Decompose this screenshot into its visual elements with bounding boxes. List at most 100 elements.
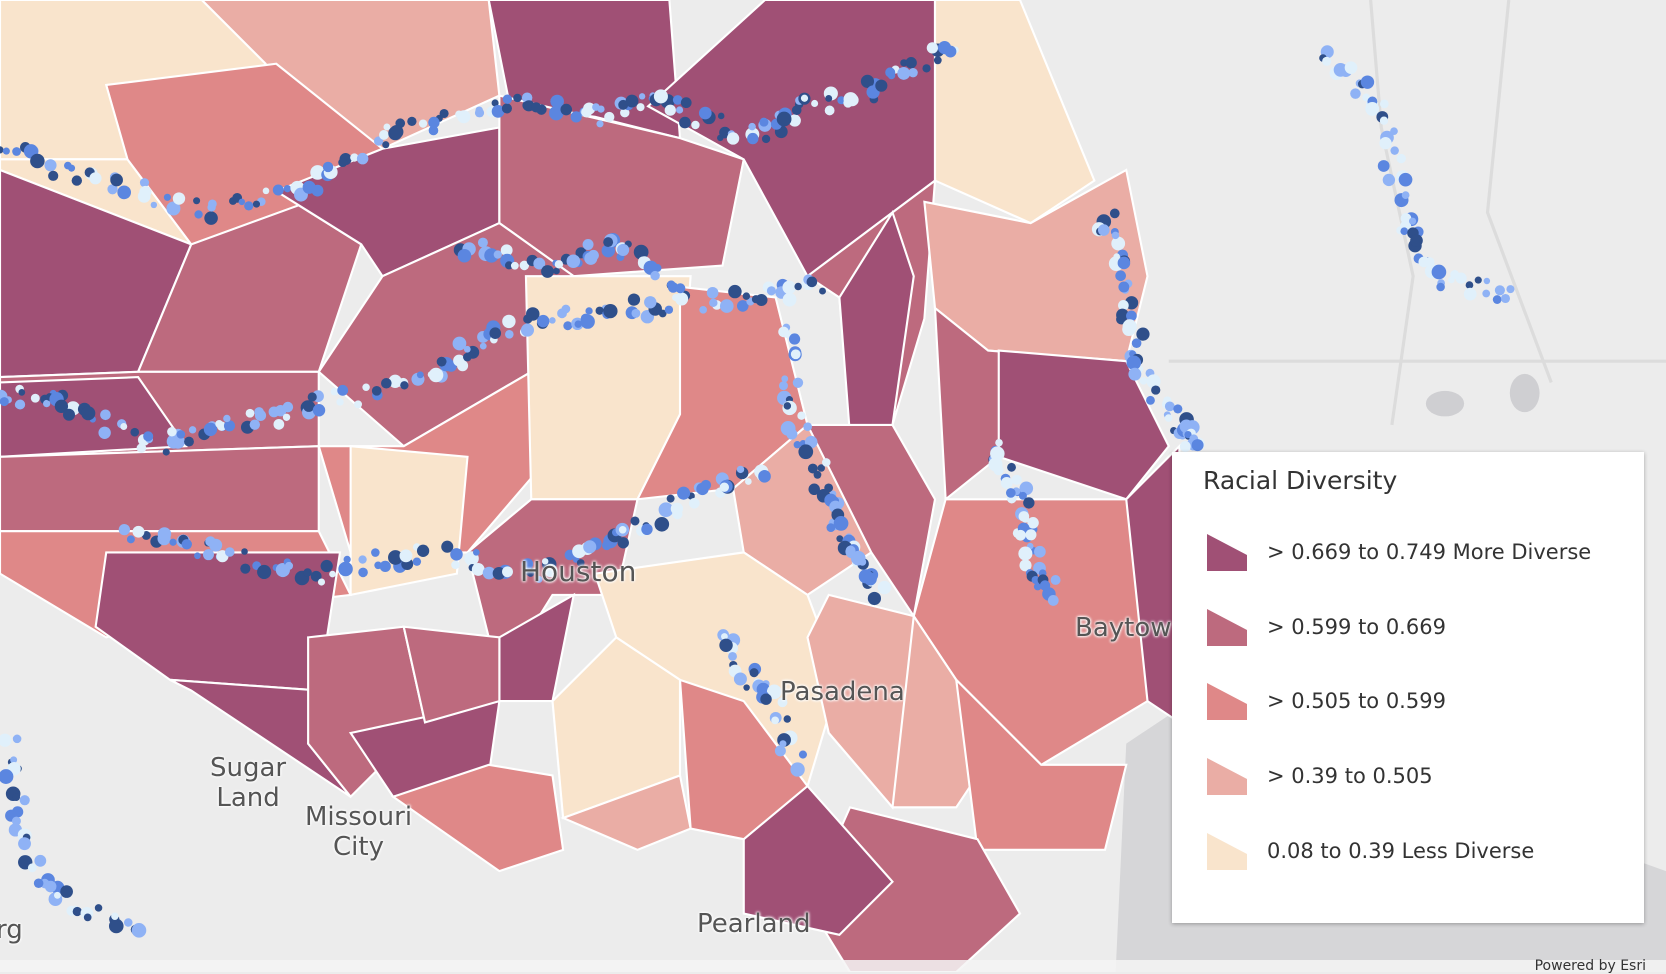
flood-point bbox=[428, 367, 444, 383]
legend-label: > 0.39 to 0.505 bbox=[1267, 764, 1433, 788]
flood-point bbox=[502, 566, 513, 578]
flood-point bbox=[1116, 313, 1127, 325]
flood-point bbox=[603, 303, 618, 319]
flood-point bbox=[783, 715, 791, 723]
census-tract[interactable] bbox=[390, 763, 565, 873]
flood-point bbox=[777, 697, 788, 708]
flood-point bbox=[803, 422, 813, 432]
flood-point bbox=[736, 465, 745, 474]
flood-point bbox=[89, 172, 102, 185]
legend-swatch bbox=[1207, 533, 1247, 571]
flood-point bbox=[389, 125, 404, 139]
flood-point bbox=[526, 569, 535, 577]
flood-point bbox=[1390, 127, 1398, 136]
flood-point bbox=[379, 130, 389, 140]
flood-point bbox=[1382, 173, 1396, 187]
flood-point bbox=[636, 103, 645, 112]
flood-point bbox=[817, 464, 826, 472]
flood-point bbox=[120, 423, 128, 430]
flood-point bbox=[428, 125, 439, 136]
flood-point bbox=[1109, 208, 1120, 219]
flood-point bbox=[603, 237, 614, 248]
flood-point bbox=[166, 201, 181, 216]
flood-point bbox=[203, 422, 218, 437]
flood-point bbox=[136, 443, 147, 453]
legend-item: > 0.669 to 0.749 More Diverse bbox=[1207, 532, 1591, 572]
flood-point bbox=[463, 345, 471, 353]
flood-point bbox=[620, 107, 630, 118]
flood-point bbox=[798, 444, 814, 460]
flood-point bbox=[761, 134, 771, 144]
flood-point bbox=[194, 210, 203, 219]
legend-swatch bbox=[1207, 682, 1247, 720]
flood-point bbox=[760, 693, 772, 705]
attribution-text[interactable]: Powered by Esri bbox=[1534, 958, 1646, 974]
flood-point bbox=[54, 891, 61, 899]
census-tract[interactable] bbox=[805, 423, 937, 619]
flood-point bbox=[794, 282, 802, 291]
flood-point bbox=[672, 508, 683, 520]
flood-point bbox=[783, 402, 792, 410]
flood-point bbox=[1379, 137, 1392, 150]
flood-point bbox=[677, 486, 691, 500]
flood-point bbox=[383, 123, 391, 131]
census-tract[interactable] bbox=[954, 676, 1128, 851]
flood-point bbox=[310, 165, 325, 180]
flood-point bbox=[322, 161, 334, 173]
census-tract[interactable] bbox=[838, 209, 915, 437]
flood-point bbox=[54, 399, 69, 413]
flood-point bbox=[596, 120, 604, 128]
census-tract[interactable] bbox=[551, 636, 682, 820]
flood-point bbox=[1031, 575, 1040, 585]
flood-point bbox=[813, 470, 822, 479]
flood-point bbox=[100, 409, 111, 421]
census-tract[interactable] bbox=[402, 625, 501, 724]
flood-point bbox=[867, 591, 882, 606]
flood-point bbox=[272, 184, 284, 196]
flood-point bbox=[379, 560, 391, 572]
census-tract[interactable] bbox=[806, 593, 915, 810]
flood-point bbox=[48, 170, 59, 181]
flood-point bbox=[664, 305, 674, 314]
flood-point bbox=[282, 401, 294, 413]
flood-point bbox=[15, 399, 26, 410]
flood-point bbox=[1023, 497, 1035, 509]
flood-point bbox=[1118, 300, 1129, 311]
legend-item: > 0.599 to 0.669 bbox=[1207, 607, 1446, 647]
flood-point bbox=[284, 561, 294, 570]
census-tract[interactable] bbox=[349, 445, 469, 597]
flood-point bbox=[691, 120, 700, 130]
flood-point bbox=[172, 192, 186, 205]
flood-point bbox=[582, 239, 594, 250]
flood-point bbox=[354, 400, 362, 409]
city-label-pearland: Pearland bbox=[697, 909, 811, 939]
flood-point bbox=[836, 535, 844, 543]
census-tract[interactable] bbox=[678, 678, 809, 841]
flood-point bbox=[1379, 116, 1389, 125]
flood-point bbox=[644, 296, 657, 309]
census-tract[interactable] bbox=[0, 445, 320, 533]
flood-point bbox=[167, 426, 177, 437]
flood-point bbox=[1117, 256, 1131, 270]
flood-point bbox=[1398, 172, 1413, 187]
flood-point bbox=[719, 638, 733, 652]
flood-point bbox=[0, 397, 9, 407]
flood-point bbox=[1151, 385, 1161, 395]
flood-point bbox=[819, 287, 826, 295]
flood-point bbox=[450, 548, 463, 561]
flood-point bbox=[501, 103, 512, 114]
flood-point bbox=[1492, 295, 1502, 304]
flood-point bbox=[215, 420, 223, 428]
flood-point bbox=[1184, 431, 1192, 439]
flood-point bbox=[1000, 476, 1013, 489]
legend-swatch bbox=[1207, 757, 1247, 795]
flood-point bbox=[588, 249, 599, 261]
flood-point bbox=[1018, 511, 1030, 522]
flood-point bbox=[561, 304, 571, 314]
flood-point bbox=[110, 173, 123, 187]
flood-point bbox=[10, 756, 18, 764]
flood-point bbox=[27, 863, 37, 873]
flood-point bbox=[224, 547, 235, 557]
flood-point bbox=[407, 116, 417, 127]
